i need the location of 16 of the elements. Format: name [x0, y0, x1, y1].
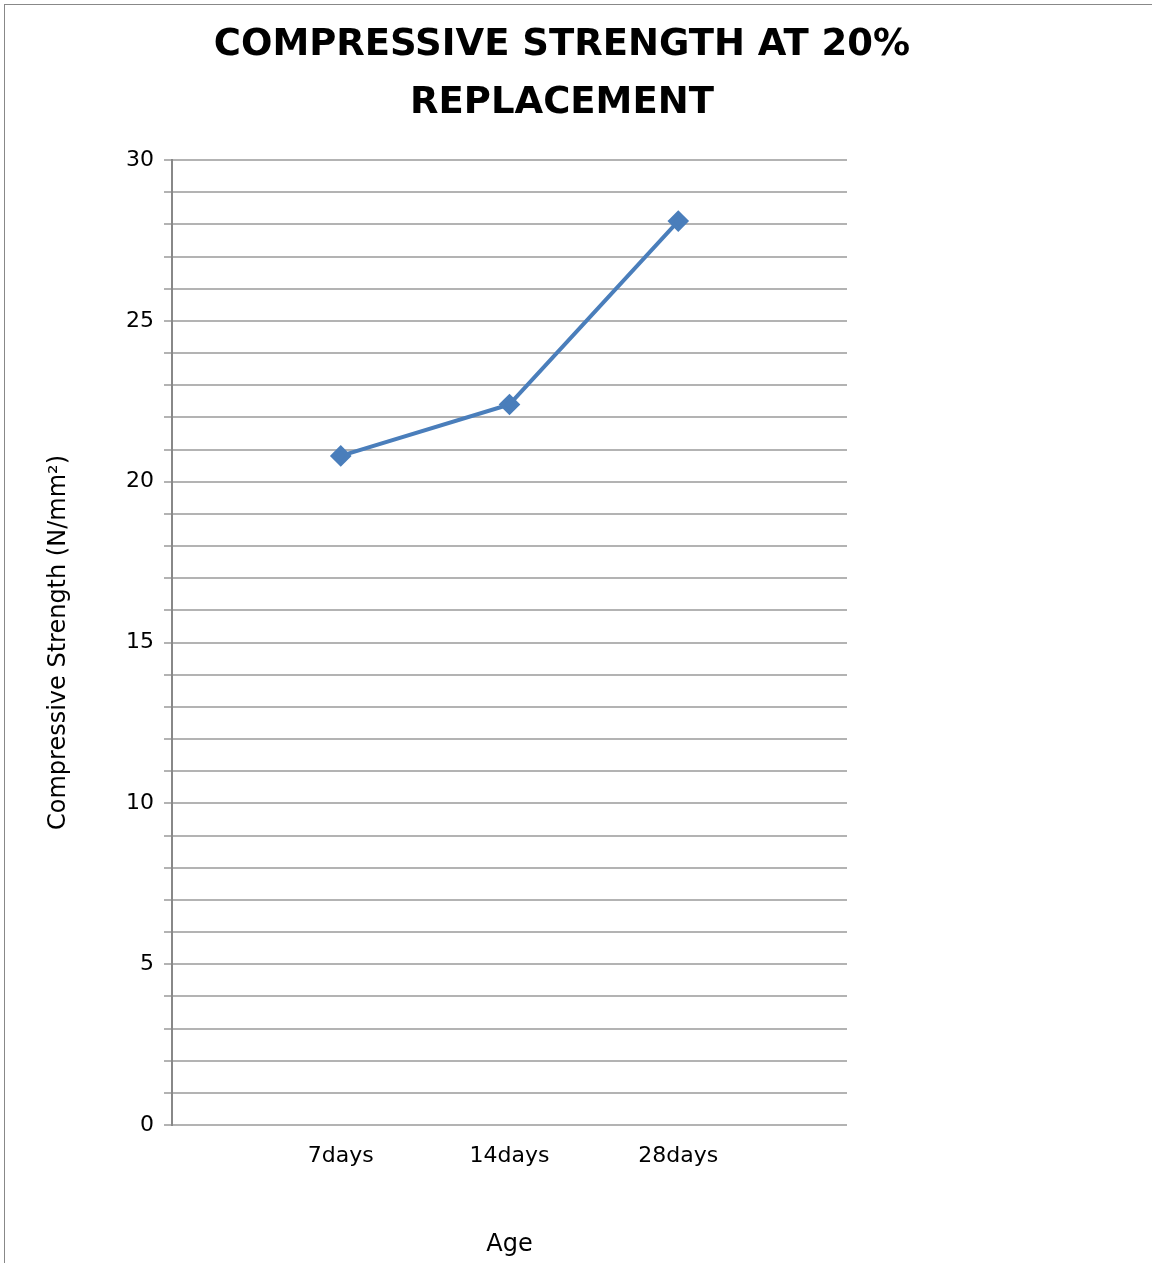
- y-tick-label: 20: [126, 467, 154, 493]
- point: [499, 394, 520, 415]
- y-tick-label: 15: [126, 628, 154, 654]
- x-axis-title: Age: [486, 1228, 533, 1257]
- y-tick-label: 10: [126, 789, 154, 815]
- x-tick-label: 14days: [469, 1141, 550, 1167]
- y-tick-label: 0: [140, 1110, 154, 1136]
- point: [330, 445, 351, 466]
- y-tick-label: 25: [126, 306, 154, 332]
- chart-title: COMPRESSIVE STRENGTH AT 20% REPLACEMENT: [212, 20, 912, 124]
- x-tick-label: 7days: [307, 1141, 374, 1167]
- y-axis-title: Compressive Strength (N/mm²): [42, 454, 71, 831]
- y-tick-label: 5: [140, 949, 154, 975]
- point: [668, 211, 689, 232]
- y-tick-label: 30: [126, 145, 154, 171]
- x-tick-label: 28days: [638, 1141, 719, 1167]
